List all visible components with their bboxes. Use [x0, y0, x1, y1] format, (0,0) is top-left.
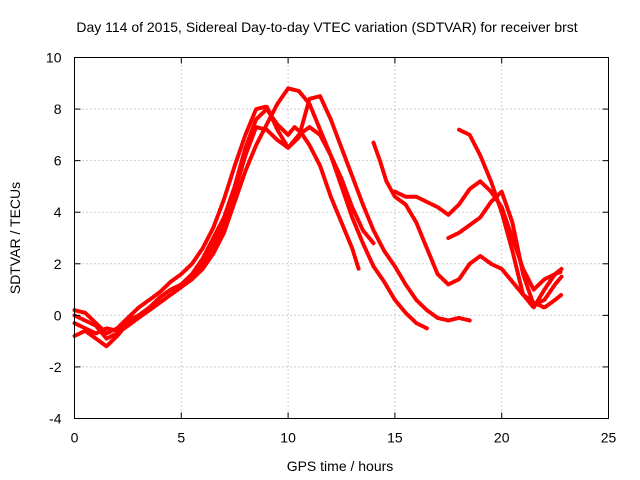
series-track-4: [72, 94, 472, 341]
y-tick-label: 0: [54, 307, 62, 323]
series-track-6: [392, 179, 564, 292]
y-tick-label: -2: [49, 359, 62, 375]
x-tick-label: 5: [177, 430, 185, 446]
x-tick-label: 25: [601, 430, 617, 446]
x-tick-label: 10: [280, 430, 296, 446]
axes: 0 5 10 15 20 25 -4 -2 0 2 4 6 8 10: [46, 50, 617, 446]
chart-title: Day 114 of 2015, Sidereal Day-to-day VTE…: [76, 19, 577, 35]
y-tick-label: -4: [49, 411, 62, 427]
y-tick-label: 8: [54, 101, 62, 117]
data-traces: [72, 86, 564, 349]
y-tick-label: 4: [54, 204, 62, 220]
series-track-1: [72, 107, 361, 349]
y-axis-label: SDTVAR / TECUs: [7, 182, 23, 294]
x-tick-label: 20: [494, 430, 510, 446]
x-tick-label: 15: [387, 430, 403, 446]
x-axis-label: GPS time / hours: [287, 458, 394, 474]
y-tick-label: 6: [54, 153, 62, 169]
y-tick-label: 10: [46, 50, 62, 66]
plot-frame: [74, 57, 609, 419]
x-tick-label: 0: [71, 430, 79, 446]
series-track-3: [72, 86, 429, 336]
y-tick-label: 2: [54, 256, 62, 272]
series-track-8: [446, 189, 564, 307]
grid: [74, 57, 609, 419]
series-track-7: [457, 127, 564, 310]
